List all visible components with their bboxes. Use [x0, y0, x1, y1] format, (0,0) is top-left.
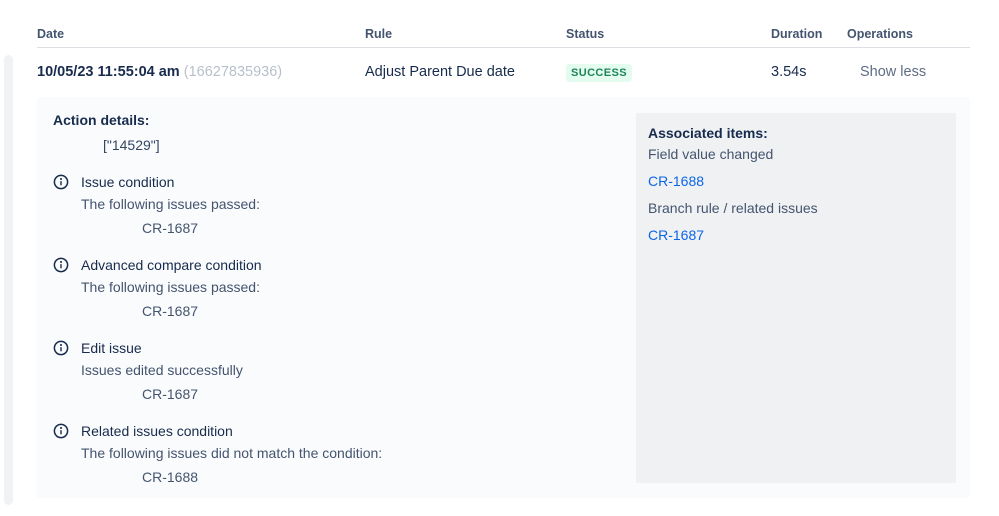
info-icon — [53, 340, 69, 356]
column-header-status: Status — [566, 27, 605, 41]
section-issue-key: CR-1687 — [142, 386, 199, 402]
log-row-duration: 3.54s — [771, 64, 807, 80]
section-body: Advanced compare condition The following… — [81, 254, 262, 322]
rule-component-sections: Issue condition The following issues pas… — [53, 171, 627, 488]
column-header-duration: Duration — [771, 27, 823, 41]
associated-issue-link[interactable]: CR-1687 — [648, 227, 705, 243]
section-title: Issue condition — [81, 174, 175, 190]
column-header-rule: Rule — [365, 27, 393, 41]
action-details-column: Action details: ["14529"] Issue conditio… — [37, 97, 627, 503]
section-title: Related issues condition — [81, 423, 233, 439]
section-message: The following issues passed: — [81, 196, 260, 212]
header-divider — [37, 47, 970, 48]
column-header-date: Date — [37, 27, 65, 41]
adjacent-card-edge — [4, 55, 13, 505]
section-title: Edit issue — [81, 340, 142, 356]
section-body: Issue condition The following issues pas… — [81, 171, 260, 239]
action-details-value: ["14529"] — [103, 137, 160, 153]
log-row-date: 10/05/23 11:55:04 am (16627835936) — [37, 61, 282, 83]
section-issue-key: CR-1688 — [142, 469, 199, 485]
section-message: Issues edited successfully — [81, 362, 243, 378]
log-date: 10/05/23 11:55:04 am — [37, 64, 180, 80]
section-advanced-compare-condition: Advanced compare condition The following… — [53, 254, 627, 322]
section-body: Related issues condition The following i… — [81, 420, 382, 488]
section-body: Edit issue Issues edited successfully CR… — [81, 337, 243, 405]
show-less-link[interactable]: Show less — [860, 64, 927, 80]
section-message: The following issues did not match the c… — [81, 445, 383, 461]
section-related-issues-condition: Related issues condition The following i… — [53, 420, 627, 488]
associated-item-text: Field value changed — [648, 146, 774, 162]
info-icon — [53, 257, 69, 273]
section-issue-condition: Issue condition The following issues pas… — [53, 171, 627, 239]
associated-items-box: Associated items: Field value changed CR… — [636, 113, 956, 483]
section-issue-key: CR-1687 — [142, 303, 199, 319]
associated-issue-link[interactable]: CR-1688 — [648, 173, 705, 189]
associated-item-text: Branch rule / related issues — [648, 200, 818, 216]
info-icon — [53, 174, 69, 190]
status-badge: SUCCESS — [566, 64, 632, 82]
column-header-operations: Operations — [847, 27, 913, 41]
section-message: The following issues passed: — [81, 279, 260, 295]
section-edit-issue: Edit issue Issues edited successfully CR… — [53, 337, 627, 405]
info-icon — [53, 423, 69, 439]
section-issue-key: CR-1687 — [142, 220, 199, 236]
log-row-rule: Adjust Parent Due date — [365, 64, 515, 80]
action-details-label: Action details: — [53, 112, 150, 128]
associated-items-label: Associated items: — [648, 125, 768, 141]
section-title: Advanced compare condition — [81, 257, 262, 273]
log-execution-id: (16627835936) — [183, 64, 283, 80]
details-panel: Action details: ["14529"] Issue conditio… — [37, 97, 970, 498]
